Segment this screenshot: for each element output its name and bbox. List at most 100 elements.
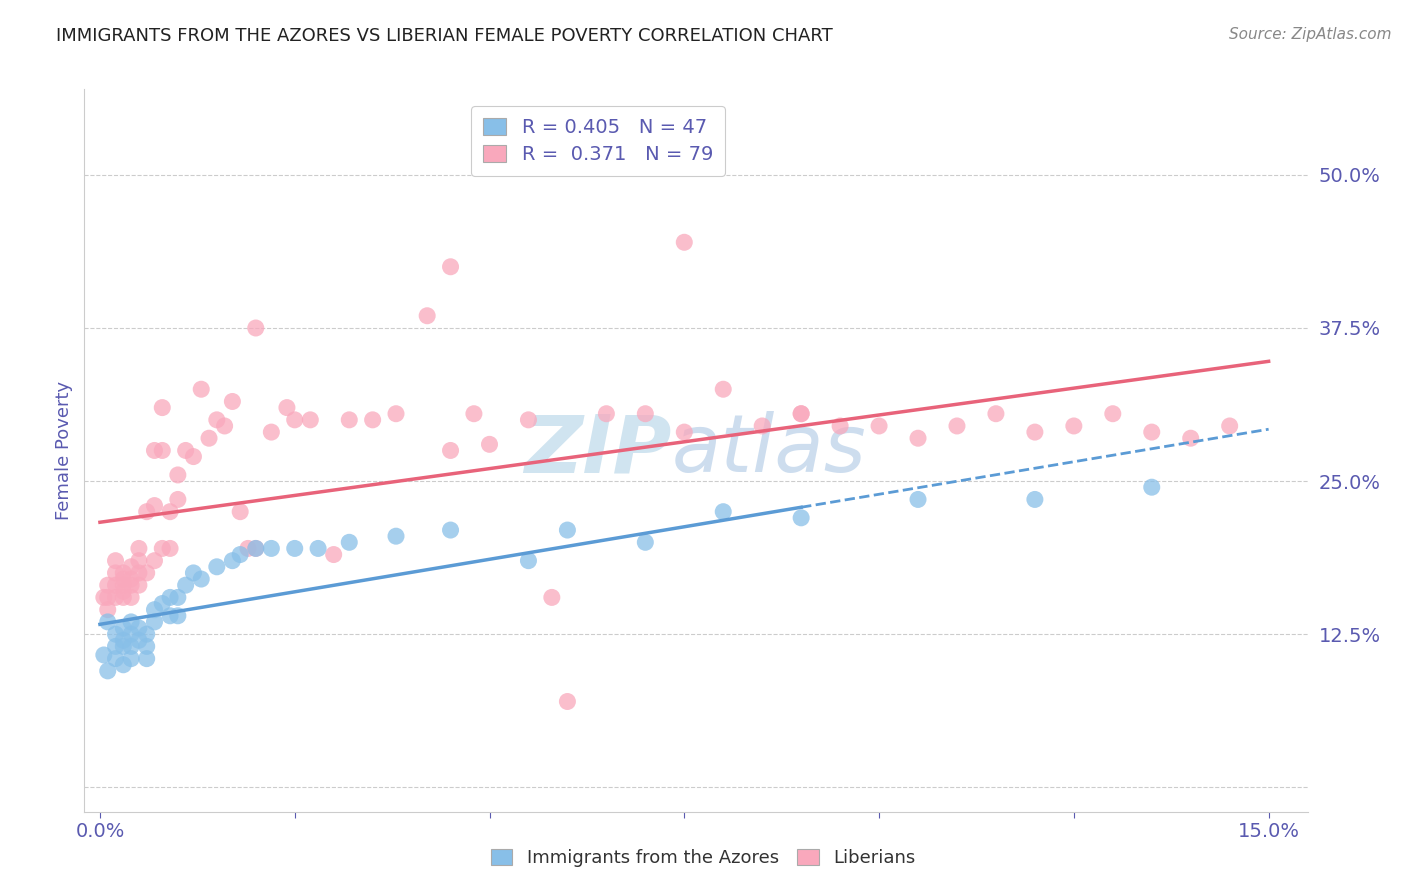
Point xyxy=(540,591,562,605)
Point xyxy=(104,566,127,580)
Point xyxy=(112,633,135,648)
Point xyxy=(112,572,135,586)
Point xyxy=(120,591,142,605)
Point xyxy=(112,578,135,592)
Point xyxy=(159,608,181,623)
Point xyxy=(907,492,929,507)
Point xyxy=(135,651,157,665)
Point xyxy=(245,541,267,556)
Point xyxy=(166,467,188,482)
Point xyxy=(120,627,142,641)
Point xyxy=(595,407,617,421)
Point xyxy=(97,664,120,678)
Point xyxy=(385,407,408,421)
Point xyxy=(112,640,135,654)
Point xyxy=(190,382,212,396)
Point xyxy=(112,657,135,672)
Point xyxy=(299,413,322,427)
Point xyxy=(150,443,173,458)
Point xyxy=(830,419,852,434)
Point xyxy=(166,608,188,623)
Point xyxy=(1140,425,1163,439)
Point xyxy=(214,419,236,434)
Point xyxy=(159,505,181,519)
Point xyxy=(150,401,173,415)
Point xyxy=(634,407,657,421)
Point xyxy=(946,419,969,434)
Point xyxy=(205,413,228,427)
Point xyxy=(221,554,243,568)
Point xyxy=(221,394,243,409)
Point xyxy=(1063,419,1085,434)
Point xyxy=(183,566,205,580)
Point xyxy=(143,443,166,458)
Point xyxy=(128,633,150,648)
Point xyxy=(361,413,384,427)
Point xyxy=(135,566,157,580)
Point xyxy=(143,615,166,629)
Point xyxy=(128,541,150,556)
Point xyxy=(104,554,127,568)
Point xyxy=(790,407,813,421)
Point xyxy=(1101,407,1123,421)
Point xyxy=(198,431,221,445)
Point xyxy=(1024,492,1046,507)
Point xyxy=(385,529,408,543)
Point xyxy=(1140,480,1163,494)
Point xyxy=(673,235,696,250)
Point xyxy=(135,505,157,519)
Point xyxy=(128,621,150,635)
Point xyxy=(112,566,135,580)
Point xyxy=(229,505,252,519)
Point xyxy=(790,511,813,525)
Point xyxy=(120,615,142,629)
Point xyxy=(517,554,540,568)
Point xyxy=(112,584,135,599)
Point xyxy=(229,548,252,562)
Point xyxy=(143,499,166,513)
Point xyxy=(907,431,929,445)
Point xyxy=(150,597,173,611)
Point xyxy=(190,572,212,586)
Point xyxy=(143,554,166,568)
Point xyxy=(439,523,461,537)
Point xyxy=(478,437,501,451)
Point xyxy=(128,566,150,580)
Point xyxy=(1024,425,1046,439)
Text: IMMIGRANTS FROM THE AZORES VS LIBERIAN FEMALE POVERTY CORRELATION CHART: IMMIGRANTS FROM THE AZORES VS LIBERIAN F… xyxy=(56,27,832,45)
Point xyxy=(245,321,267,335)
Point xyxy=(260,541,283,556)
Point xyxy=(104,651,127,665)
Point xyxy=(1219,419,1241,434)
Point xyxy=(166,591,188,605)
Point xyxy=(276,401,298,415)
Point xyxy=(97,591,120,605)
Point xyxy=(337,535,360,549)
Point xyxy=(557,694,579,708)
Point xyxy=(284,541,307,556)
Point xyxy=(751,419,773,434)
Point xyxy=(673,425,696,439)
Point xyxy=(150,541,173,556)
Point xyxy=(711,505,734,519)
Point xyxy=(135,640,157,654)
Text: ZIP: ZIP xyxy=(524,411,672,490)
Legend: Immigrants from the Azores, Liberians: Immigrants from the Azores, Liberians xyxy=(484,841,922,874)
Point xyxy=(104,627,127,641)
Point xyxy=(93,591,115,605)
Point xyxy=(183,450,205,464)
Point xyxy=(120,640,142,654)
Point xyxy=(260,425,283,439)
Point xyxy=(166,492,188,507)
Point xyxy=(439,443,461,458)
Point xyxy=(159,541,181,556)
Point xyxy=(97,578,120,592)
Point xyxy=(120,578,142,592)
Point xyxy=(174,578,197,592)
Point xyxy=(93,648,115,662)
Text: Source: ZipAtlas.com: Source: ZipAtlas.com xyxy=(1229,27,1392,42)
Point xyxy=(1180,431,1202,445)
Text: atlas: atlas xyxy=(672,411,866,490)
Point xyxy=(868,419,890,434)
Point xyxy=(174,443,197,458)
